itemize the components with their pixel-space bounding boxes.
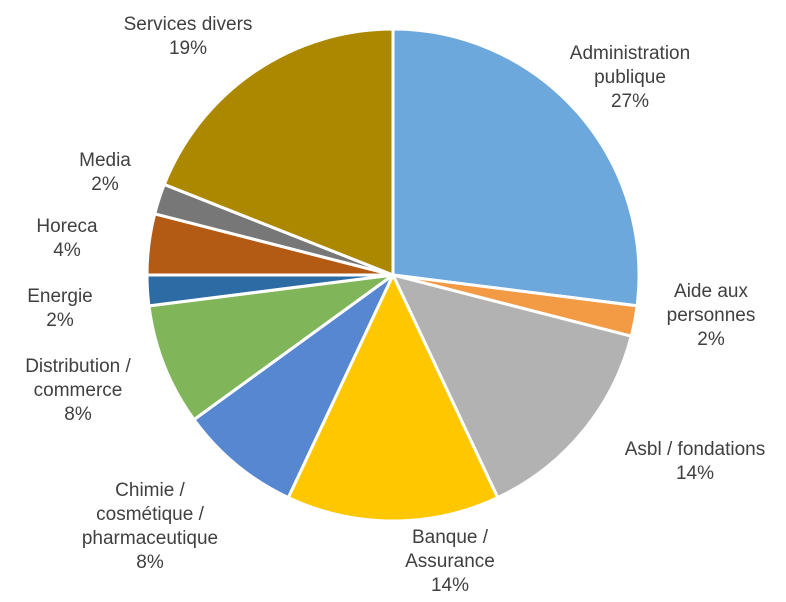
- slice-label: Horeca 4%: [36, 216, 98, 261]
- slice-name: Energie: [27, 286, 93, 307]
- slice-name: pharmaceutique: [82, 528, 218, 549]
- slice-name: Chimie /: [115, 480, 185, 501]
- pie-slice: [192, 273, 395, 500]
- pie-slices: [145, 27, 641, 523]
- pie-slice: [286, 273, 500, 523]
- pie-labels: Administration publique 27% Aide aux personn…: [25, 14, 765, 596]
- slice-label: Banque / Assurance 14%: [405, 527, 495, 596]
- slice-label: Distribution / commerce 8%: [25, 356, 131, 425]
- slice-percent: 2%: [91, 174, 119, 195]
- slice-percent: 27%: [611, 91, 649, 112]
- slice-label: Asbl / fondations 14%: [625, 439, 765, 484]
- slice-label: Aide aux personnes 2%: [667, 281, 756, 350]
- slice-name: personnes: [667, 305, 756, 326]
- slice-name: Banque /: [412, 527, 489, 548]
- slice-percent: 14%: [676, 463, 714, 484]
- slice-label: Energie 2%: [27, 286, 93, 331]
- pie-slice: [162, 27, 395, 277]
- slice-label: Administration publique 27%: [570, 43, 690, 112]
- pie-slice: [391, 273, 633, 500]
- slice-name: Aide aux: [674, 281, 748, 302]
- slice-name: Services divers: [124, 14, 253, 35]
- slice-name: cosmétique /: [96, 504, 204, 525]
- slice-label: Services divers 19%: [124, 14, 253, 59]
- pie-slice: [147, 273, 395, 422]
- slice-name: publique: [594, 67, 666, 88]
- slice-label: Chimie / cosmétique / pharmaceutique 8%: [82, 480, 218, 573]
- pie-slice: [391, 27, 641, 308]
- slice-name: Assurance: [405, 551, 495, 572]
- slice-percent: 14%: [431, 575, 469, 596]
- slice-percent: 8%: [136, 552, 164, 573]
- slice-label: Media 2%: [79, 150, 131, 195]
- slice-percent: 19%: [169, 38, 207, 59]
- slice-name: Media: [79, 150, 131, 171]
- slice-percent: 2%: [46, 310, 74, 331]
- slice-name: Asbl / fondations: [625, 439, 765, 460]
- slice-name: Distribution /: [25, 356, 131, 377]
- slice-name: Administration: [570, 43, 690, 64]
- slice-percent: 2%: [697, 329, 725, 350]
- slice-percent: 4%: [53, 240, 81, 261]
- slice-percent: 8%: [64, 404, 92, 425]
- slice-name: commerce: [34, 380, 123, 401]
- slice-name: Horeca: [36, 216, 98, 237]
